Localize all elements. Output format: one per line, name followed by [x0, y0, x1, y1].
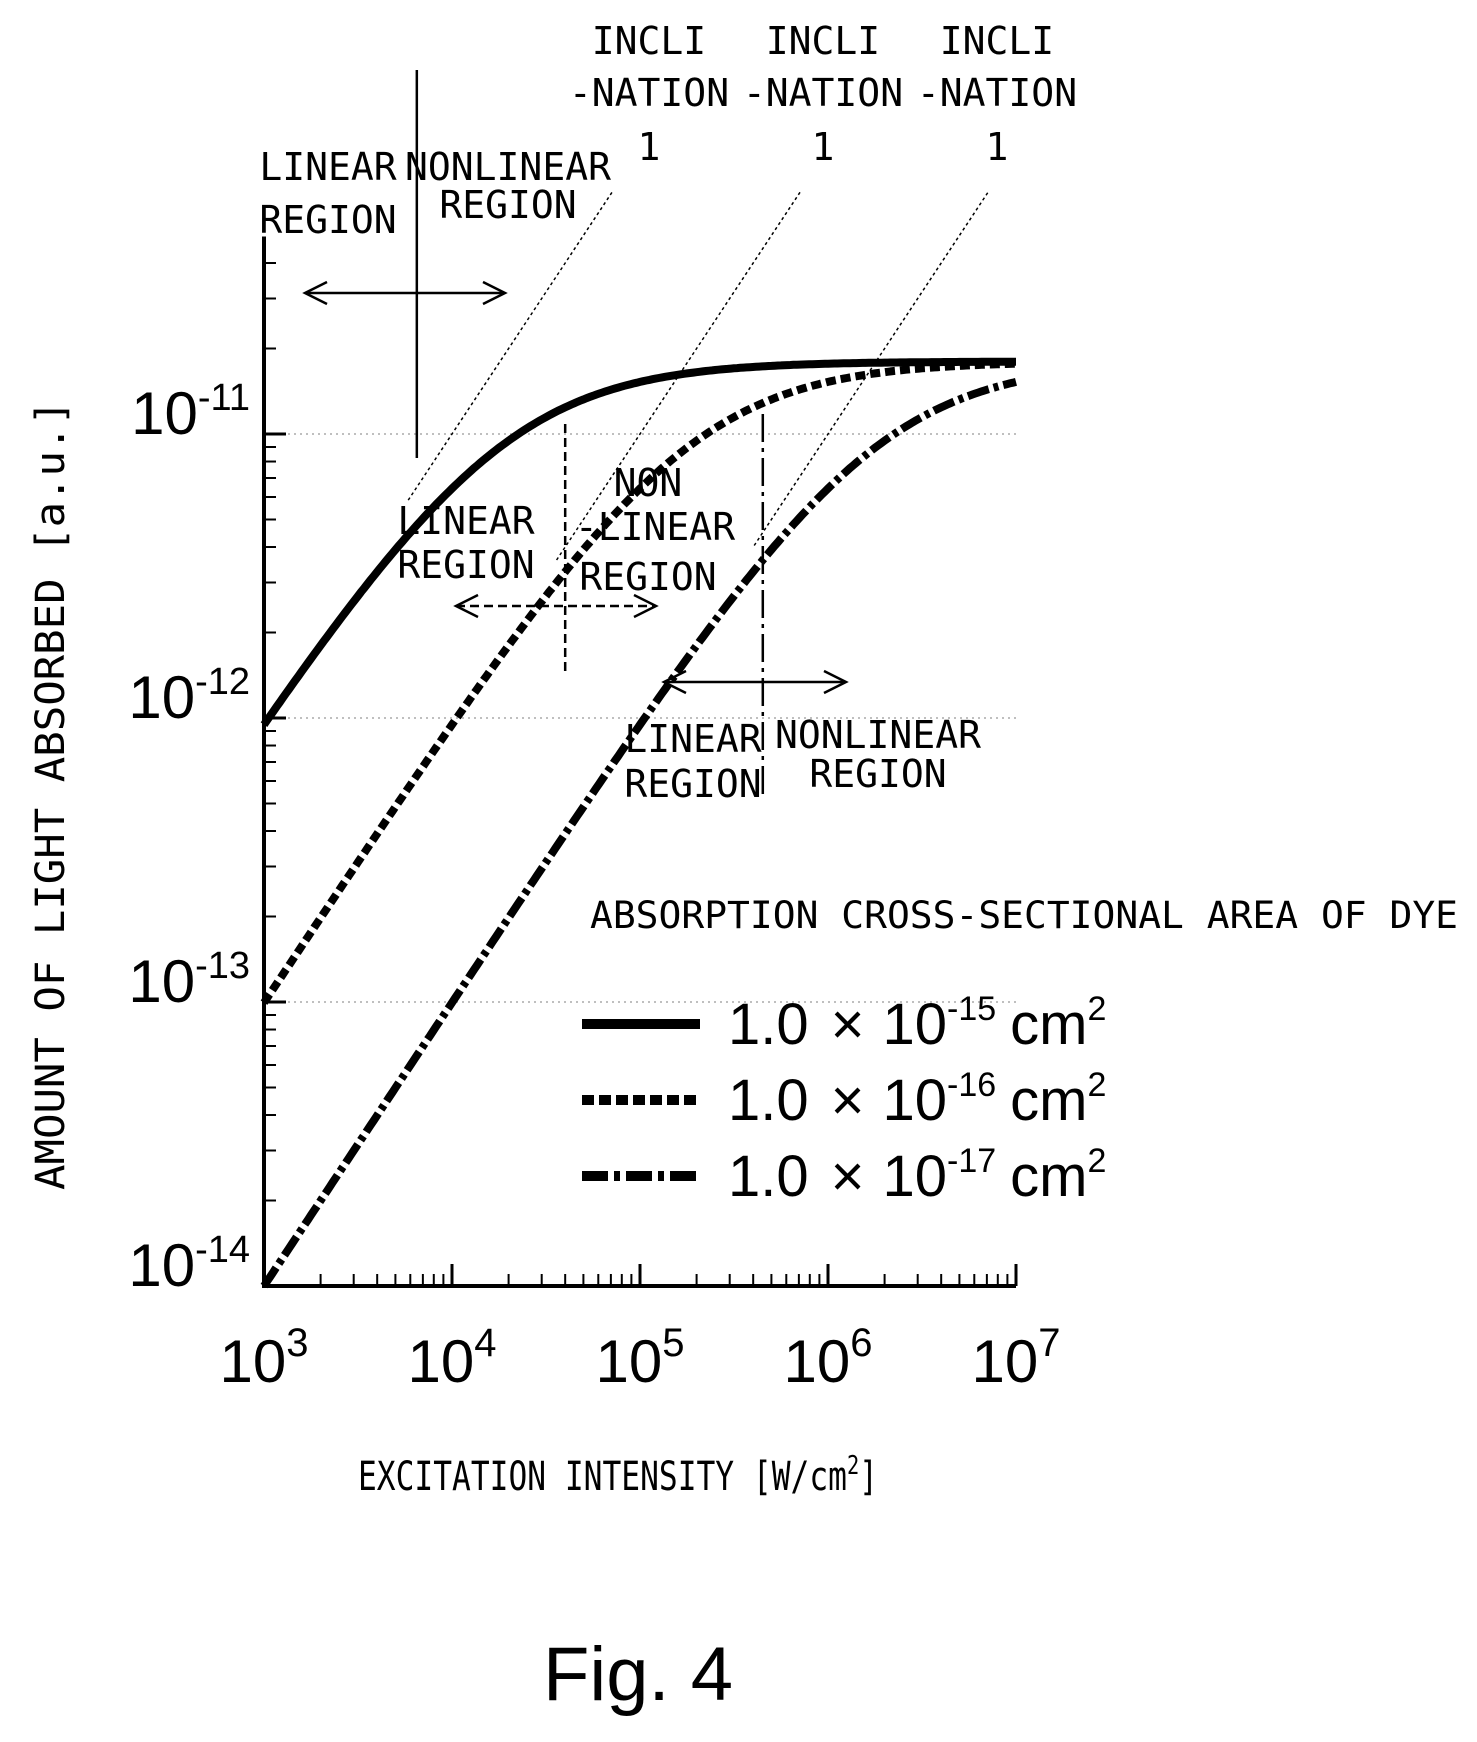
y-axis-label: AMOUNT OF LIGHT ABSORBED [a.u.] — [28, 400, 74, 1190]
inclination-label: -NATION — [917, 71, 1077, 115]
region-label: NON — [614, 461, 683, 505]
region-label: REGION — [439, 183, 576, 227]
inclination-label: 1 — [812, 125, 835, 169]
axes — [262, 236, 1018, 1288]
region-arrow-head — [823, 669, 849, 695]
y-tick-label: 10-14 — [128, 1229, 250, 1299]
x-tick-label: 105 — [596, 1321, 685, 1395]
region-arrow-head — [453, 593, 479, 619]
legend-entry-label: 1.0 × 10-17 cm2 — [728, 1142, 1106, 1209]
x-axis-label: EXCITATION INTENSITY [W/cm2] — [358, 1451, 878, 1500]
annotations — [302, 70, 990, 796]
region-arrow-head — [302, 280, 328, 306]
y-tick-label: 10-12 — [128, 661, 250, 731]
series-line-2 — [260, 359, 1017, 1005]
y-tick-label: 10-11 — [131, 377, 250, 447]
region-label: LINEAR — [259, 145, 396, 189]
x-tick-label: 103 — [220, 1321, 309, 1395]
inclination-labels: INCLI -NATION 1 INCLI -NATION 1 INCLI -N… — [569, 19, 1077, 169]
legend-entry-label: 1.0 × 10-16 cm2 — [728, 1066, 1106, 1133]
inclination-label: -NATION — [743, 71, 903, 115]
inclination-label: 1 — [638, 125, 661, 169]
y-tick-label: 10-13 — [128, 945, 250, 1015]
region-label: LINEAR — [624, 717, 761, 761]
region-label: LINEAR — [397, 499, 534, 543]
legend-title: ABSORPTION CROSS-SECTIONAL AREA OF DYE — [590, 894, 1458, 937]
inclination-label: INCLI — [940, 19, 1054, 63]
region-label: NONLINEAR — [405, 145, 611, 189]
x-tick-label: 104 — [408, 1321, 497, 1395]
inclination-line — [407, 191, 614, 501]
region-labels: LINEAR REGION NONLINEAR REGION LINEAR RE… — [259, 145, 981, 806]
inclination-line — [753, 191, 990, 546]
y-tick-labels: 10-14 10-13 10-12 10-11 — [128, 377, 250, 1299]
x-tick-label: 107 — [972, 1321, 1061, 1395]
inclination-label: INCLI — [766, 19, 880, 63]
figure-label: Fig. 4 — [543, 1632, 733, 1717]
series-line-1 — [260, 357, 1016, 727]
legend-swatches — [582, 1019, 700, 1181]
inclination-label: INCLI — [592, 19, 706, 63]
x-tick-labels: 103 104 105 106 107 — [220, 1321, 1061, 1395]
region-label: REGION — [397, 543, 534, 587]
x-tick-label: 106 — [784, 1321, 873, 1395]
legend-entry-label: 1.0 × 10-15 cm2 — [728, 990, 1106, 1057]
series-line-3 — [260, 378, 1017, 1289]
region-label: -LINEAR — [575, 505, 735, 549]
inclination-label: -NATION — [569, 71, 729, 115]
region-label: REGION — [579, 555, 716, 599]
region-arrow-head — [633, 593, 659, 619]
region-label: REGION — [624, 762, 761, 806]
legend: ABSORPTION CROSS-SECTIONAL AREA OF DYE 1… — [582, 894, 1458, 1209]
inclination-line — [555, 191, 802, 561]
region-label: REGION — [259, 198, 396, 242]
inclination-label: 1 — [986, 125, 1009, 169]
region-arrow-head — [482, 280, 508, 306]
region-label: NONLINEAR — [775, 713, 981, 757]
region-label: REGION — [809, 752, 946, 796]
series-layer — [260, 357, 1017, 1289]
region-arrow-head — [661, 669, 687, 695]
